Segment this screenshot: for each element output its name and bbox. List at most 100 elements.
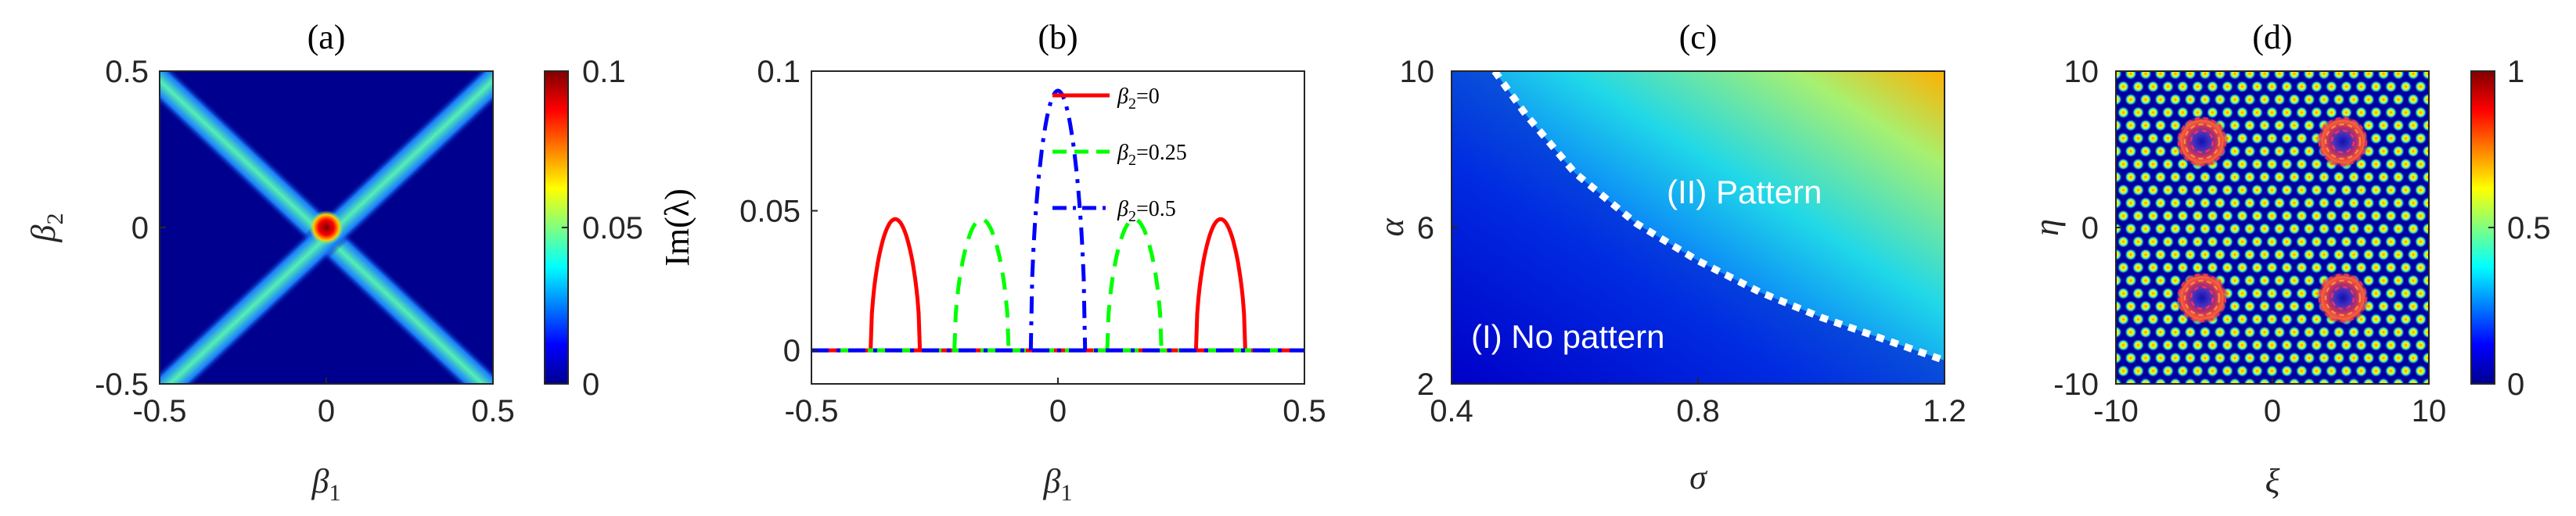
lattice-spot [2348,222,2360,235]
lattice-spot [2117,339,2130,352]
vortex-core [2316,271,2369,324]
lattice-spot [2221,313,2234,326]
lattice-spot [2288,170,2301,184]
lattice-spot [2229,351,2241,364]
lattice-spot [2295,184,2308,197]
lattice-spot [2124,378,2137,384]
lattice-spot [2414,131,2427,145]
lattice-spot [2318,351,2330,364]
legend-label: β2=0.25 [1117,141,1187,169]
lattice-spot [2154,170,2167,184]
lattice-spot [2273,71,2286,81]
lattice-spot [2399,210,2412,223]
lattice-spot [2414,313,2427,326]
lattice-spot [2310,80,2323,93]
lattice-spot [2214,71,2226,81]
lattice-spot [2399,261,2412,274]
lattice-spot [2414,339,2427,352]
lattice-spot [2280,235,2294,249]
lattice-spot [2169,222,2182,235]
lattice-spot [2377,170,2390,184]
vortex-cores [2175,115,2369,324]
lattice-spot [2384,158,2398,170]
panel-a-y-tick-label: 0 [131,211,149,245]
lattice-spot [2362,222,2375,235]
lattice-spot [2303,378,2315,384]
lattice-spot [2369,261,2383,274]
lattice-spot [2229,378,2241,384]
lattice-spot [2369,364,2383,378]
lattice-spot [2243,93,2256,106]
region-label-pattern: (II) Pattern [1667,174,1822,210]
lattice-spot [2280,339,2294,352]
lattice-spot [2116,222,2122,235]
lattice-spot [2176,210,2189,223]
lattice-spot [2124,71,2137,81]
vortex-ring [2183,279,2221,317]
vortex-core [2175,115,2229,168]
lattice-spot [2265,235,2279,249]
lattice-spot [2161,131,2175,145]
lattice-spot [2273,351,2286,364]
lattice-spot [2236,235,2249,249]
panel-a-heatmap [160,71,493,384]
lattice-spot [2139,71,2152,81]
vortex-core [2316,115,2369,168]
lattice-spot [2236,106,2249,119]
lattice-spot [2161,364,2175,378]
lattice-spot [2422,93,2429,106]
lattice-spot [2265,261,2279,274]
lattice-spot [2117,364,2130,378]
lattice-spot [2280,364,2294,378]
lattice-spot [2407,196,2419,210]
lattice-spot [2229,71,2241,81]
lattice-spot [2422,222,2429,235]
lattice-spot [2229,274,2241,287]
lattice-spot [2161,158,2175,170]
lattice-spot [2221,158,2234,170]
lattice-spot [2243,248,2256,261]
lattice-spot [2184,93,2196,106]
lattice-spot [2132,313,2145,326]
panel-b-title: (b) [1038,18,1078,56]
lattice-spot [2221,80,2234,93]
panel-a-x-label: β1 [311,462,341,506]
lattice-spot [2295,106,2308,119]
lattice-spot [2161,261,2175,274]
colorbar-tick-label: 0 [582,367,599,402]
lattice-spot [2362,378,2375,384]
lattice-spot [2154,71,2167,81]
panel-a-x-tick-label: -0.5 [133,394,187,428]
lattice-spot [2191,364,2204,378]
lattice-spot [2340,210,2353,223]
panel-c-y-ticks: 2 6 10 [1400,55,1458,402]
lattice-spot [2191,210,2204,223]
lattice-spot [2116,274,2122,287]
lattice-spot [2184,248,2196,261]
lattice-spot [2161,106,2175,119]
lattice-spot [2265,339,2279,352]
lattice-spot [2214,325,2226,339]
panel-c-y-label: α [1373,218,1411,237]
lattice-spot [2377,119,2390,132]
lattice-spot [2184,222,2196,235]
lattice-spot [2310,158,2323,170]
panel-a-y-ticks: -0.5 0 0.5 [95,55,166,402]
lattice-spot [2310,364,2323,378]
panel-a-x-tick-label: 0.5 [471,394,515,428]
lattice-spot [2250,158,2264,170]
lattice-spot [2146,131,2160,145]
lattice-spot [2191,339,2204,352]
legend-label: β2=0 [1117,84,1160,113]
lattice-spot [2384,364,2398,378]
lattice-spot [2392,93,2405,106]
lattice-spot [2377,378,2390,384]
lattice-spot [2258,299,2271,313]
lattice-spot [2288,325,2301,339]
lattice-spot [2355,210,2368,223]
lattice-spot [2392,299,2405,313]
lattice-spot [2132,287,2145,300]
lattice-spot [2422,378,2429,384]
lattice-spot [2132,131,2145,145]
